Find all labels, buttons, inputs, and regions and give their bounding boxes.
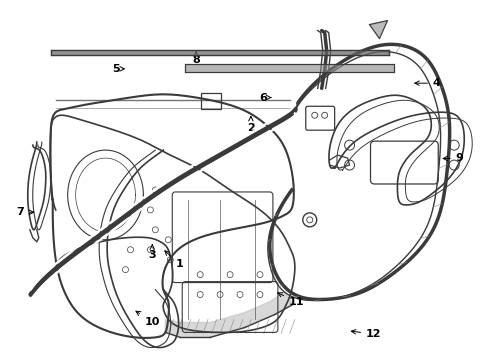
Polygon shape: [165, 292, 293, 337]
Polygon shape: [369, 21, 388, 39]
Text: 2: 2: [247, 117, 255, 133]
Text: 1: 1: [165, 251, 183, 269]
Text: 11: 11: [278, 293, 304, 307]
Text: 3: 3: [148, 244, 156, 260]
Text: 12: 12: [351, 329, 382, 339]
Text: 9: 9: [443, 153, 464, 163]
Text: 6: 6: [260, 93, 271, 103]
Text: 5: 5: [112, 64, 124, 74]
Text: 7: 7: [17, 207, 34, 217]
Polygon shape: [51, 50, 390, 55]
Text: 10: 10: [136, 311, 160, 327]
Text: 8: 8: [192, 52, 200, 65]
Polygon shape: [185, 64, 394, 72]
Text: 4: 4: [415, 78, 441, 88]
